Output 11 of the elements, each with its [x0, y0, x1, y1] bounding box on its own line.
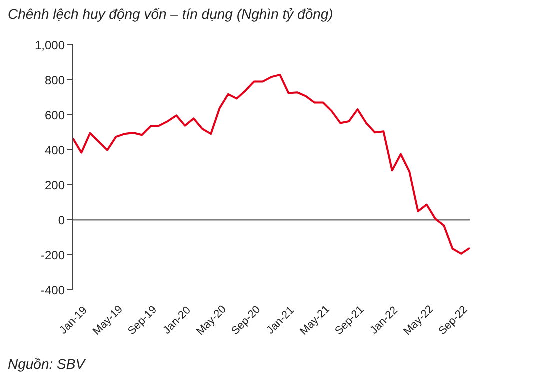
line-series	[72, 74, 471, 255]
y-tick-label: 800	[44, 73, 66, 88]
y-tick-label: -400	[40, 283, 66, 298]
chart-title: Chênh lệch huy động vốn – tín dụng (Nghìn tỷ đồng)	[8, 6, 334, 22]
y-tick-label: 1,000	[34, 38, 66, 52]
y-tick-label: -200	[40, 248, 66, 262]
y-tick-label: 400	[44, 143, 66, 158]
text: Nguồn: SBV	[8, 356, 86, 372]
y-tick-label: 600	[44, 108, 66, 122]
y-tick-label: 200	[44, 178, 66, 192]
y-tick-label: 0	[58, 213, 66, 228]
